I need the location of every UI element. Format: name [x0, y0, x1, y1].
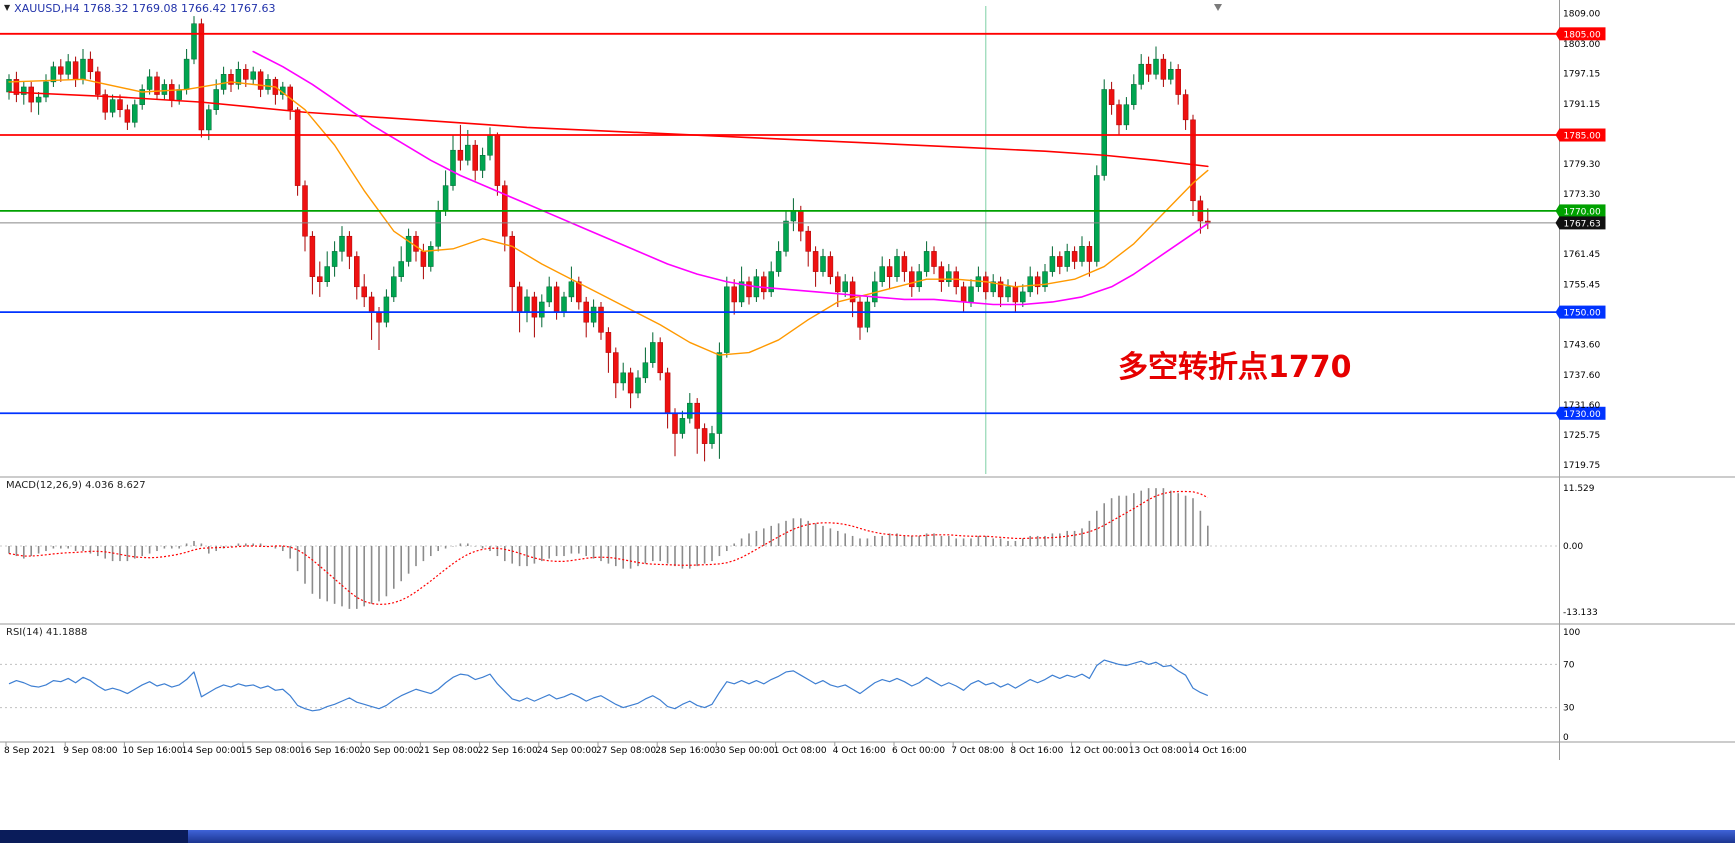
macd-indicator-label: MACD(12,26,9) 4.036 8.627 — [6, 480, 146, 491]
rsi-axis-label: 100 — [1563, 628, 1580, 638]
time-label: 8 Oct 16:00 — [1010, 746, 1063, 756]
bottom-scrollbar[interactable] — [0, 830, 1735, 843]
price-level-badge: 1770.00 — [1555, 204, 1606, 218]
time-label: 9 Sep 08:00 — [63, 746, 118, 756]
price-tick-label: 1725.75 — [1563, 431, 1600, 441]
candles-layer — [6, 16, 1211, 462]
svg-text:1767.63: 1767.63 — [1564, 219, 1601, 229]
macd-axis-label: 0.00 — [1563, 542, 1583, 552]
symbol-ohlc-label: XAUUSD,H4 1768.32 1769.08 1766.42 1767.6… — [14, 2, 276, 15]
price-tick-label: 1761.45 — [1563, 250, 1600, 260]
rsi-axis-label: 30 — [1563, 704, 1575, 714]
time-label: 27 Sep 08:00 — [596, 746, 656, 756]
price-level-badge: 1750.00 — [1555, 305, 1606, 319]
macd-panel: 11.529 0.00 -13.133 — [0, 484, 1598, 618]
price-tick-label: 1791.15 — [1563, 100, 1600, 110]
price-tick-label: 1755.45 — [1563, 281, 1600, 291]
panel-separators — [0, 0, 1735, 760]
price-tick-label: 1779.30 — [1563, 160, 1600, 170]
price-tick-label: 1743.60 — [1563, 340, 1600, 350]
price-tick-label: 1737.60 — [1563, 371, 1600, 381]
time-label: 14 Oct 16:00 — [1188, 746, 1247, 756]
price-level-badge: 1805.00 — [1555, 27, 1606, 41]
time-label: 28 Sep 16:00 — [655, 746, 715, 756]
price-tick-label: 1809.00 — [1563, 10, 1600, 20]
rsi-axis-label: 0 — [1563, 733, 1569, 743]
symbol-dropdown-icon[interactable]: ▼ — [4, 3, 11, 12]
macd-axis-label: -13.133 — [1563, 608, 1598, 618]
time-label: 13 Oct 08:00 — [1129, 746, 1188, 756]
time-label: 24 Sep 00:00 — [537, 746, 597, 756]
time-label: 15 Sep 08:00 — [241, 746, 301, 756]
rsi-indicator-label: RSI(14) 41.1888 — [6, 627, 88, 638]
chart-header: ▼ XAUUSD,H4 1768.32 1769.08 1766.42 1767.… — [4, 2, 275, 15]
price-tick-label: 1797.15 — [1563, 70, 1600, 80]
macd-histogram — [8, 488, 1209, 609]
current-price-badge: 1767.63 — [1555, 216, 1606, 230]
svg-text:1785.00: 1785.00 — [1564, 132, 1601, 142]
price-tick-label: 1719.75 — [1563, 461, 1600, 471]
price-level-badge: 1785.00 — [1555, 128, 1606, 142]
annotation-text: 多空转折点1770 — [1118, 350, 1352, 385]
time-label: 6 Oct 00:00 — [892, 746, 945, 756]
rsi-panel: 100 70 30 0 — [0, 628, 1580, 743]
price-tick-label: 1773.30 — [1563, 190, 1600, 200]
svg-text:1750.00: 1750.00 — [1564, 309, 1601, 319]
bottom-scrollbar-thumb[interactable] — [0, 830, 188, 843]
macd-signal-line — [8, 490, 1209, 606]
time-label: 1 Oct 08:00 — [774, 746, 827, 756]
svg-text:1805.00: 1805.00 — [1564, 30, 1601, 40]
macd-axis-label: 11.529 — [1563, 484, 1595, 494]
price-axis: 1809.00 1803.00 1797.15 1791.15 1779.30 1773.… — [1563, 10, 1600, 472]
ma-red-line — [8, 91, 1209, 168]
time-label: 8 Sep 2021 — [4, 746, 55, 756]
time-label: 12 Oct 00:00 — [1070, 746, 1129, 756]
chart-shift-marker-icon[interactable] — [1214, 4, 1222, 11]
time-label: 4 Oct 16:00 — [833, 746, 886, 756]
price-level-badge: 1730.00 — [1555, 406, 1606, 420]
time-label: 14 Sep 00:00 — [182, 746, 242, 756]
time-label: 30 Sep 00:00 — [714, 746, 774, 756]
rsi-axis-label: 70 — [1563, 660, 1575, 670]
time-label: 10 Sep 16:00 — [122, 746, 182, 756]
price-tick-label: 1803.00 — [1563, 40, 1600, 50]
time-label: 20 Sep 00:00 — [359, 746, 419, 756]
price-tick-label: 1731.60 — [1563, 401, 1600, 411]
horizontal-levels[interactable] — [0, 32, 1557, 415]
ma-orange-line — [8, 78, 1209, 356]
time-label: 22 Sep 16:00 — [478, 746, 538, 756]
time-label: 21 Sep 08:00 — [418, 746, 478, 756]
svg-text:1730.00: 1730.00 — [1564, 410, 1601, 420]
rsi-line — [8, 659, 1209, 712]
ma-magenta-line — [252, 50, 1209, 306]
time-label: 7 Oct 08:00 — [951, 746, 1004, 756]
time-axis: 8 Sep 2021 9 Sep 08:00 10 Sep 16:00 14 Sep … — [4, 742, 1247, 756]
time-label: 16 Sep 16:00 — [300, 746, 360, 756]
svg-text:1770.00: 1770.00 — [1564, 207, 1601, 217]
